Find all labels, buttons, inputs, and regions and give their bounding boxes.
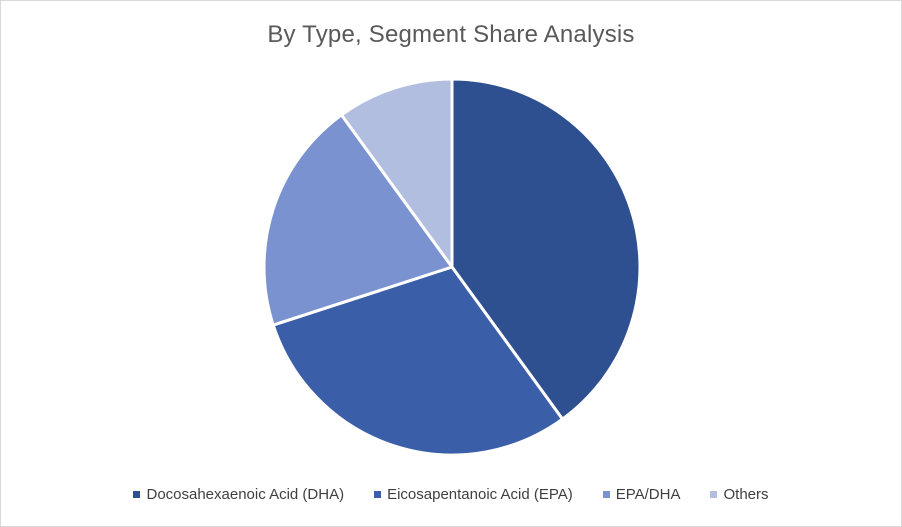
legend-item-epa-dha: EPA/DHA xyxy=(602,486,681,503)
pie-slice-others xyxy=(339,77,454,269)
pie-slice-eicosapentanoic-acid-epa xyxy=(271,265,565,457)
pie-slice-docosahexaenoic-acid-dha xyxy=(450,77,642,421)
pie-slice-epa-dha xyxy=(262,113,454,327)
legend-label: Others xyxy=(723,486,769,503)
legend-swatch xyxy=(374,491,382,498)
legend-item-docosahexaenoic-acid-dha: Docosahexaenoic Acid (DHA) xyxy=(133,486,344,503)
legend-label: Eicosapentanoic Acid (EPA) xyxy=(387,486,573,503)
legend-item-others: Others xyxy=(710,486,769,503)
legend-label: EPA/DHA xyxy=(615,486,681,503)
legend-swatch xyxy=(602,491,610,498)
pie-slices xyxy=(262,77,642,457)
legend-label: Docosahexaenoic Acid (DHA) xyxy=(146,486,345,503)
chart-title: By Type, Segment Share Analysis xyxy=(267,21,635,48)
legend-item-eicosapentanoic-acid-epa: Eicosapentanoic Acid (EPA) xyxy=(374,486,573,503)
legend-swatch xyxy=(710,491,718,498)
legend-swatch xyxy=(133,491,141,498)
legend: Docosahexaenoic Acid (DHA) Eicosapentanoi… xyxy=(1,486,901,503)
